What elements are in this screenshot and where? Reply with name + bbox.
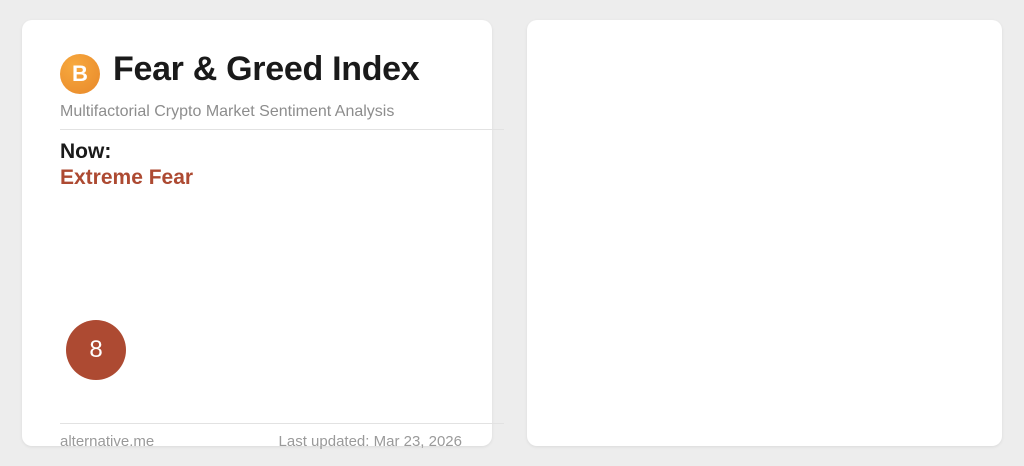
svg-text:B: B bbox=[72, 61, 88, 86]
